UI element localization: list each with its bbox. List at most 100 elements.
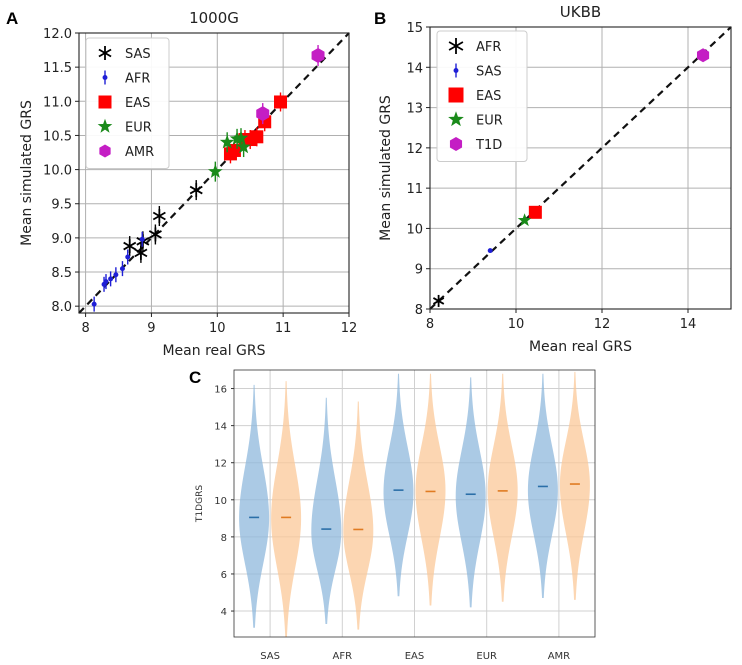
y-tick-label: 9 — [415, 263, 423, 278]
data-point-eur — [207, 163, 223, 178]
legend-marker-amr — [99, 144, 111, 158]
identity-diagonal-line — [429, 26, 732, 310]
data-point-sas-stroke — [134, 248, 148, 258]
x-tick-label: 10 — [209, 321, 226, 336]
series-eur — [517, 213, 532, 227]
panel-b: 8 10 12 14 8 9 10 11 12 13 14 15 UKBB Mean real GRS Me… — [374, 3, 732, 355]
y-tick-label: 12 — [406, 142, 423, 157]
x-tick-label: 12 — [341, 321, 358, 336]
data-point-afr — [113, 272, 119, 278]
plot-frame — [78, 32, 350, 314]
data-point-afr — [91, 301, 97, 307]
panel-letter: A — [6, 9, 18, 28]
data-point-sas — [189, 183, 203, 198]
legend-label: SAS — [476, 65, 502, 80]
data-point-amr — [256, 106, 270, 122]
legend-marker-sas — [453, 68, 459, 73]
plot-frame — [429, 26, 732, 310]
data-point-amr — [311, 48, 325, 64]
data-point-afr — [103, 279, 109, 285]
plot-frame — [233, 369, 596, 638]
y-tick-label: 12 — [214, 459, 227, 470]
legend-marker-eas — [98, 95, 112, 109]
violin-real — [239, 384, 270, 628]
series-t1d — [696, 48, 710, 63]
series-afr — [432, 294, 445, 307]
legend-label: EUR — [125, 121, 152, 136]
data-point-sas — [487, 248, 493, 254]
violin-simulated — [415, 373, 446, 606]
data-point-eur — [236, 139, 251, 154]
y-tick-label: 10.5 — [43, 129, 72, 144]
violin-simulated — [271, 381, 302, 637]
y-tick-label: 14 — [214, 422, 227, 433]
y-tick-label: 11.5 — [43, 61, 72, 76]
x-tick-label: 8 — [426, 317, 434, 332]
y-axis-label: Mean simulated GRS — [19, 100, 35, 246]
violin-series-simulated — [271, 371, 590, 637]
data-point-sas-stroke — [148, 230, 162, 239]
x-tick-label: 12 — [594, 317, 611, 332]
y-tick-label: 8.5 — [51, 266, 72, 281]
data-point-afr-stroke — [432, 297, 445, 305]
legend-marker-eur — [97, 118, 113, 133]
x-tick-label: 8 — [81, 321, 89, 336]
chart-title: UKBB — [560, 3, 601, 21]
y-tick-label: 15 — [406, 21, 423, 36]
legend-marker-sas — [98, 46, 112, 60]
legend-marker-eur — [448, 111, 464, 127]
legend-box — [436, 30, 528, 162]
data-point-eas — [528, 205, 542, 219]
y-tick-label: 11 — [406, 182, 423, 197]
x-axis-label: Mean real GRS — [529, 339, 632, 355]
x-tick-label: 9 — [147, 321, 155, 336]
y-tick-label: 10 — [406, 222, 423, 237]
x-tick-label: EAS — [405, 651, 425, 662]
y-axis-label: Mean simulated GRS — [378, 95, 394, 241]
y-tick-label: 10.0 — [43, 164, 72, 179]
y-tick-label: 9.5 — [51, 198, 72, 213]
x-axis-label: Mean real GRS — [162, 343, 265, 359]
violin-simulated — [487, 373, 518, 602]
data-point-afr — [125, 254, 131, 260]
legend-marker-afr-stroke — [448, 41, 464, 51]
violin-series-real — [239, 373, 558, 628]
data-point-sas — [148, 227, 162, 242]
legend-label: SAS — [125, 47, 151, 62]
y-tick-label: 4 — [221, 607, 227, 618]
violin-simulated — [343, 401, 374, 630]
y-tick-label: 11.0 — [43, 95, 72, 110]
data-point-sas — [134, 245, 148, 260]
panel-letter: B — [374, 9, 386, 28]
legend-box — [85, 37, 170, 169]
legend-marker-afr — [102, 75, 108, 80]
data-point-afr — [119, 266, 125, 272]
legend-marker-sas-stroke — [98, 48, 112, 58]
x-tick-label: 14 — [680, 317, 697, 332]
violin-simulated — [559, 371, 590, 600]
panel-a: 8 9 10 11 12 8.0 8.5 9.0 9.5 10.0 10.5 11.0 11.5 12.0… — [6, 9, 357, 359]
data-point-afr — [139, 236, 145, 242]
x-tick-label: EUR — [476, 651, 497, 662]
data-point-sas — [152, 209, 166, 224]
legend: SAS AFR EAS EUR AMR — [85, 37, 170, 169]
violin-real — [383, 373, 414, 597]
y-tick-label: 9.0 — [51, 232, 72, 247]
data-point-t1d — [696, 48, 710, 63]
chart-title: 1000G — [189, 9, 239, 27]
violin-real — [455, 377, 486, 608]
x-tick-label: SAS — [260, 651, 280, 662]
legend: AFR SAS EAS EUR T1D — [436, 30, 528, 162]
legend-label: AMR — [125, 145, 154, 160]
series-afr — [91, 231, 145, 312]
legend-marker-eas — [448, 87, 464, 103]
x-tick-label: 11 — [275, 321, 292, 336]
series-eur — [207, 128, 251, 182]
series-amr — [256, 45, 325, 125]
data-point-sas-stroke — [152, 211, 166, 221]
legend-marker-afr — [448, 38, 464, 54]
data-point-afr — [432, 294, 445, 307]
y-tick-label: 8 — [415, 303, 423, 318]
legend-label: AFR — [476, 40, 501, 55]
